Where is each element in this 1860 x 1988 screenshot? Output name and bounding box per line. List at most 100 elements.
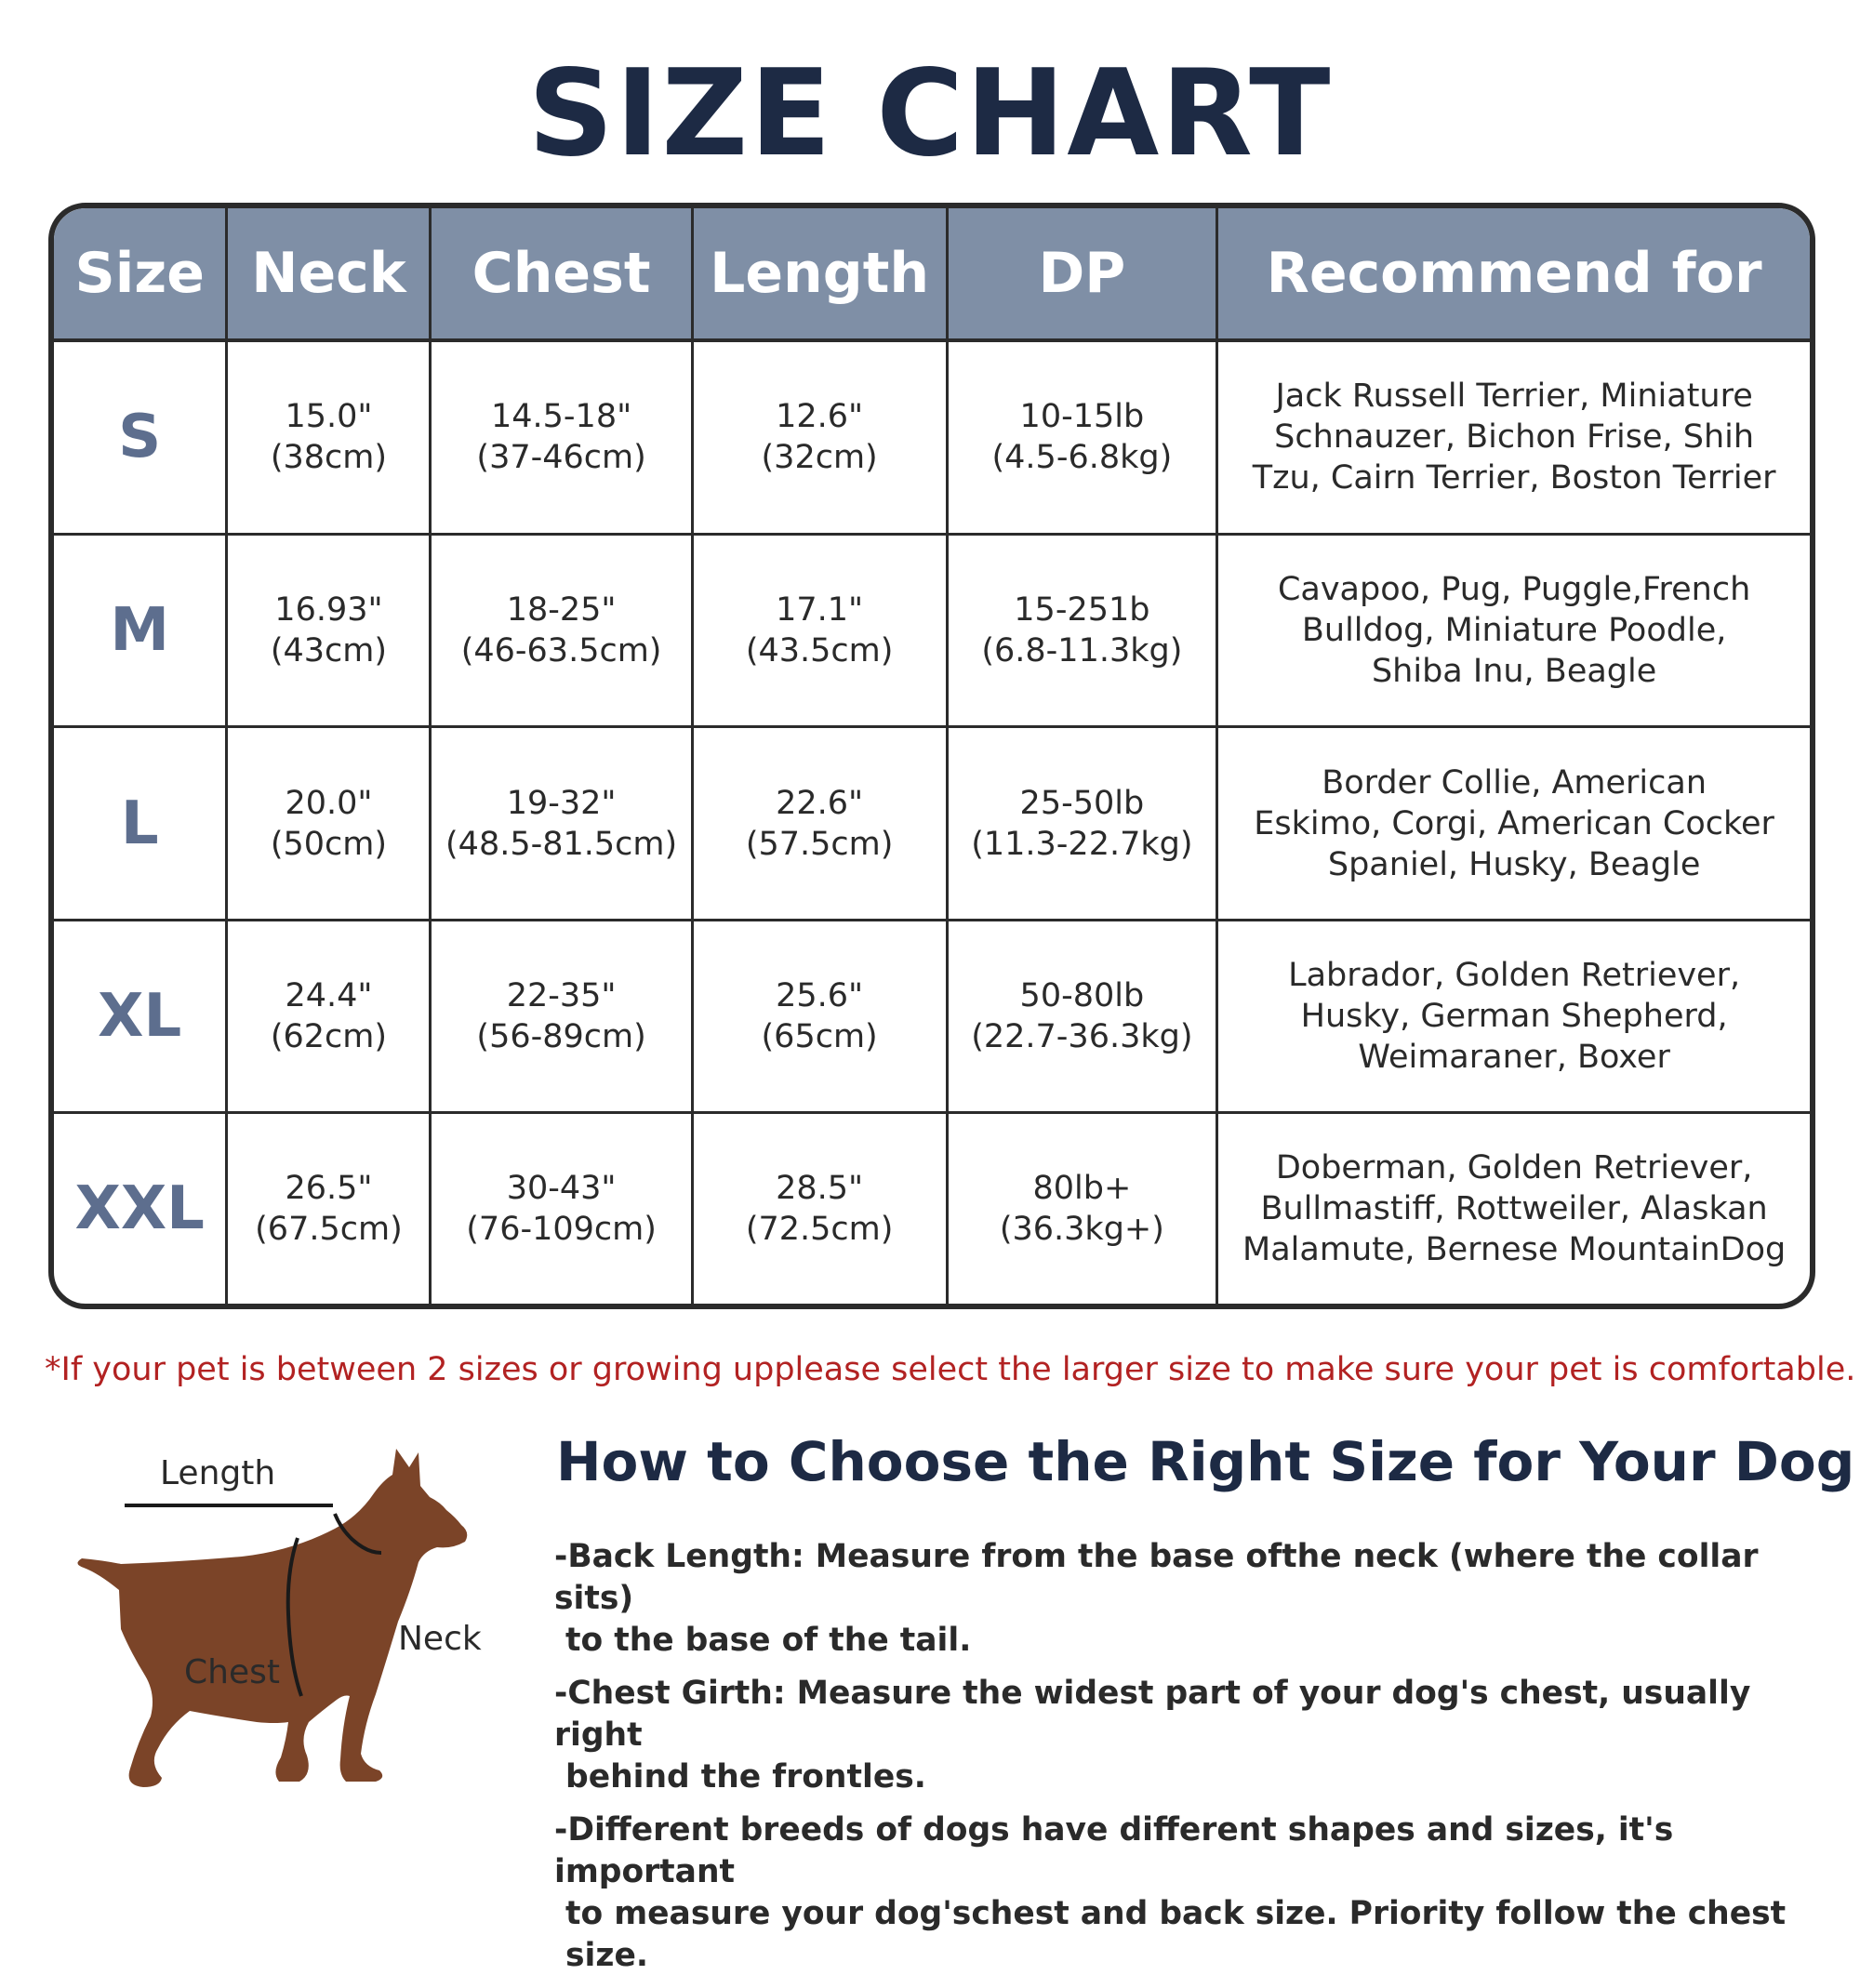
chest-inch: 14.5-18": [491, 398, 632, 436]
chest-inch: 30-43": [506, 1170, 617, 1208]
neck-inch: 20.0": [285, 784, 373, 822]
header-chest: Chest: [430, 208, 694, 342]
neck-label: Neck: [398, 1620, 482, 1658]
list-item: -Different breeds of dogs have different…: [554, 1809, 1838, 1977]
header-recommend: Recommend for: [1216, 208, 1810, 342]
dp-cell: 15-251b (6.8-11.3kg): [947, 534, 1219, 729]
chest-inch: 18-25": [506, 591, 617, 630]
chest-cm: (37-46cm): [476, 439, 646, 477]
dp-lb: 50-80lb: [1019, 977, 1145, 1015]
chest-line: [286, 1537, 303, 1697]
chest-cell: 30-43" (76-109cm): [430, 1112, 694, 1304]
recommend-line: Malamute, Bernese MountainDog: [1242, 1231, 1787, 1269]
dog-body: [77, 1449, 468, 1787]
neck-inch: 15.0": [285, 398, 373, 436]
dp-kg: (6.8-11.3kg): [981, 632, 1183, 670]
size-label: XXL: [54, 1112, 229, 1304]
recommend-line: Schnauzer, Bichon Frise, Shih: [1274, 418, 1755, 457]
table-row: XXL 26.5" (67.5cm) 30-43" (76-109cm) 28.5"…: [54, 1112, 1810, 1304]
neck-cm: (50cm): [270, 825, 388, 863]
header-dp: DP: [947, 208, 1219, 342]
neck-inch: 24.4": [285, 977, 373, 1015]
recommend-cell: Labrador, Golden Retriever, Husky, German…: [1216, 920, 1810, 1115]
recommend-line: Border Collie, American: [1322, 763, 1707, 802]
neck-cm: (43cm): [270, 632, 388, 670]
dog-measure-diagram: Length Neck Chest: [65, 1432, 512, 1804]
neck-cm: (38cm): [270, 439, 388, 477]
header-neck: Neck: [226, 208, 432, 342]
length-cm: (43.5cm): [745, 632, 894, 670]
size-table-frame: Size Neck Chest Length DP Recommend for …: [48, 203, 1815, 1309]
dp-kg: (36.3kg+): [999, 1211, 1164, 1249]
recommend-line: Tzu, Cairn Terrier, Boston Terrier: [1252, 459, 1776, 497]
neck-cell: 15.0" (38cm): [226, 340, 432, 536]
dp-kg: (11.3-22.7kg): [971, 825, 1193, 863]
recommend-line: Weimaraner, Boxer: [1358, 1039, 1670, 1077]
table-row: M 16.93" (43cm) 18-25" (46-63.5cm) 17.1" (4…: [54, 534, 1810, 729]
howto-text: -Back Length: Measure from the base ofth…: [554, 1538, 1759, 1617]
recommend-cell: Cavapoo, Pug, Puggle,French Bulldog, Mini…: [1216, 534, 1810, 729]
chest-cell: 18-25" (46-63.5cm): [430, 534, 694, 729]
size-label: XL: [54, 920, 229, 1115]
length-inch: 12.6": [776, 398, 864, 436]
chest-inch: 22-35": [506, 977, 617, 1015]
recommend-cell: Border Collie, American Eskimo, Corgi, Am…: [1216, 726, 1810, 921]
dp-lb: 80lb+: [1032, 1170, 1132, 1208]
recommend-cell: Doberman, Golden Retriever, Bullmastiff, …: [1217, 1113, 1810, 1304]
chest-cell: 19-32" (48.5-81.5cm): [430, 726, 694, 921]
neck-cell: 24.4" (62cm): [226, 920, 432, 1115]
header-length: Length: [692, 208, 949, 342]
length-cell: 17.1" (43.5cm): [692, 534, 949, 729]
length-cell: 12.6" (32cm): [692, 340, 949, 536]
dp-kg: (4.5-6.8kg): [991, 439, 1173, 477]
recommend-line: Shiba Inu, Beagle: [1371, 653, 1657, 691]
recommend-cell: Jack Russell Terrier, Miniature Schnauzer…: [1216, 340, 1810, 536]
length-cm: (57.5cm): [745, 825, 894, 863]
neck-line: [333, 1513, 382, 1555]
table-header-row: Size Neck Chest Length DP Recommend for: [54, 208, 1810, 342]
recommend-line: Doberman, Golden Retriever,: [1275, 1149, 1753, 1187]
dp-cell: 25-50lb (11.3-22.7kg): [947, 726, 1219, 921]
howto-list: -Back Length: Measure from the base ofth…: [554, 1536, 1838, 1988]
table-row: XL 24.4" (62cm) 22-35" (56-89cm) 25.6" (65c…: [54, 920, 1810, 1115]
length-cm: (65cm): [761, 1018, 878, 1056]
chest-cm: (56-89cm): [476, 1018, 646, 1056]
howto-text: behind the frontles.: [565, 1758, 926, 1796]
dp-cell: 50-80lb (22.7-36.3kg): [947, 920, 1219, 1115]
recommend-line: Bullmastiff, Rottweiler, Alaskan: [1260, 1190, 1768, 1228]
recommend-line: Eskimo, Corgi, American Cocker: [1254, 804, 1774, 842]
chest-inch: 19-32": [506, 784, 617, 822]
howto-title: How to Choose the Right Size for Your Do…: [556, 1430, 1855, 1493]
list-item: -Chest Girth: Measure the widest part of…: [554, 1673, 1838, 1798]
chest-cm: (76-109cm): [466, 1211, 657, 1249]
chest-cell: 14.5-18" (37-46cm): [430, 340, 694, 536]
chest-cm: (48.5-81.5cm): [445, 825, 678, 863]
chest-label: Chest: [184, 1653, 280, 1691]
howto-text: to measure your dog'schest and back size…: [565, 1895, 1787, 1974]
page-title: SIZE CHART: [527, 45, 1333, 183]
neck-cm: (67.5cm): [255, 1211, 403, 1249]
dp-cell: 10-15lb (4.5-6.8kg): [947, 340, 1219, 536]
neck-inch: 16.93": [274, 591, 383, 630]
length-inch: 28.5": [776, 1170, 864, 1208]
howto-text: to the base of the tail.: [565, 1622, 972, 1659]
howto-text: -Different breeds of dogs have different…: [554, 1811, 1674, 1890]
recommend-line: Labrador, Golden Retriever,: [1288, 957, 1741, 995]
length-inch: 22.6": [776, 784, 864, 822]
neck-cm: (62cm): [270, 1018, 388, 1056]
recommend-line: Cavapoo, Pug, Puggle,French: [1277, 571, 1751, 609]
dp-lb: 25-50lb: [1019, 784, 1145, 822]
chest-cell: 22-35" (56-89cm): [430, 920, 694, 1115]
size-label: L: [54, 726, 229, 921]
recommend-line: Spaniel, Husky, Beagle: [1327, 845, 1701, 883]
length-cm: (72.5cm): [745, 1211, 894, 1249]
recommend-line: Husky, German Shepherd,: [1300, 998, 1728, 1036]
howto-text: -Chest Girth: Measure the widest part of…: [554, 1675, 1751, 1754]
size-label: S: [54, 340, 229, 536]
header-size: Size: [54, 208, 229, 342]
length-label: Length: [160, 1454, 276, 1492]
length-cm: (32cm): [761, 439, 878, 477]
table-row: L 20.0" (50cm) 19-32" (48.5-81.5cm) 22.6"(…: [54, 726, 1810, 921]
neck-cell: 26.5" (67.5cm): [226, 1112, 432, 1304]
sizing-note: *If your pet is between 2 sizes or growi…: [45, 1351, 1856, 1388]
